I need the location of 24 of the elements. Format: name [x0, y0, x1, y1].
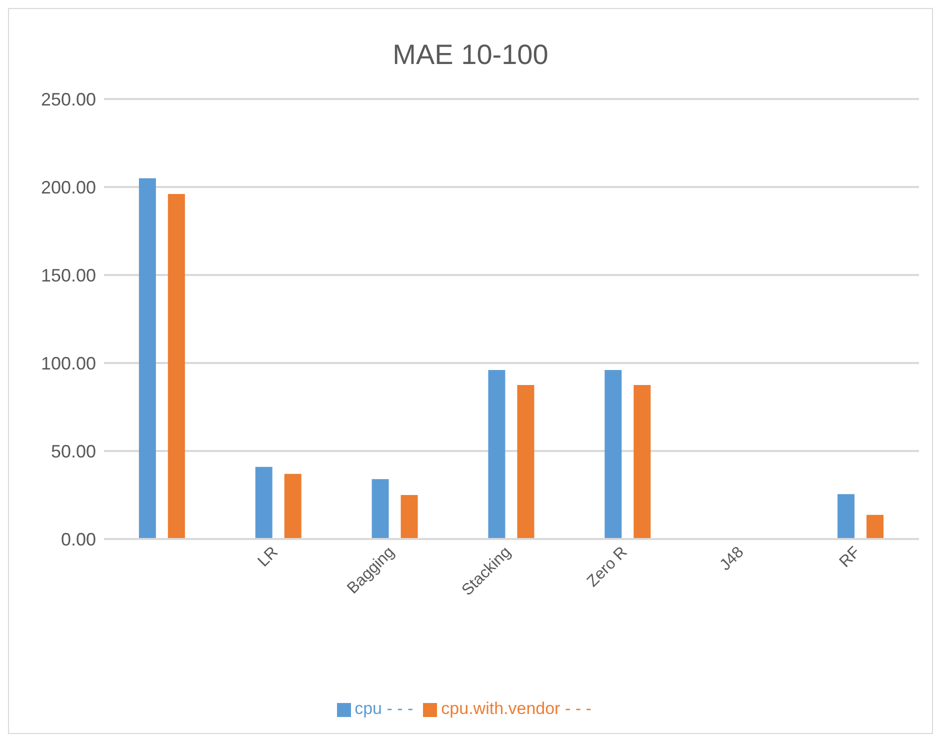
bar	[517, 385, 534, 539]
bar	[255, 466, 272, 539]
y-tick-label: 200.00	[40, 177, 96, 198]
bar	[866, 514, 884, 539]
legend-label: cpu.with.vendor - - -	[441, 699, 592, 718]
bar	[372, 479, 389, 539]
x-tick-label: J48	[716, 544, 748, 574]
y-tick-label: 150.00	[40, 265, 96, 286]
bar	[284, 474, 302, 539]
y-tick-label: 50.00	[50, 441, 96, 462]
bar	[838, 494, 854, 539]
bar	[634, 385, 651, 539]
bar	[138, 178, 156, 539]
x-tick-label: RF	[836, 544, 864, 571]
bar	[168, 194, 185, 539]
legend-label: cpu - - -	[354, 699, 414, 718]
bar	[488, 370, 506, 539]
bar	[604, 370, 622, 539]
y-tick-label: 250.00	[40, 89, 96, 110]
y-tick-label: 0.00	[60, 529, 96, 550]
y-tick-label: 100.00	[40, 353, 96, 374]
chart-title: MAE 10-100	[392, 38, 550, 72]
x-tick-label: LR	[254, 544, 282, 570]
bar	[400, 495, 418, 539]
